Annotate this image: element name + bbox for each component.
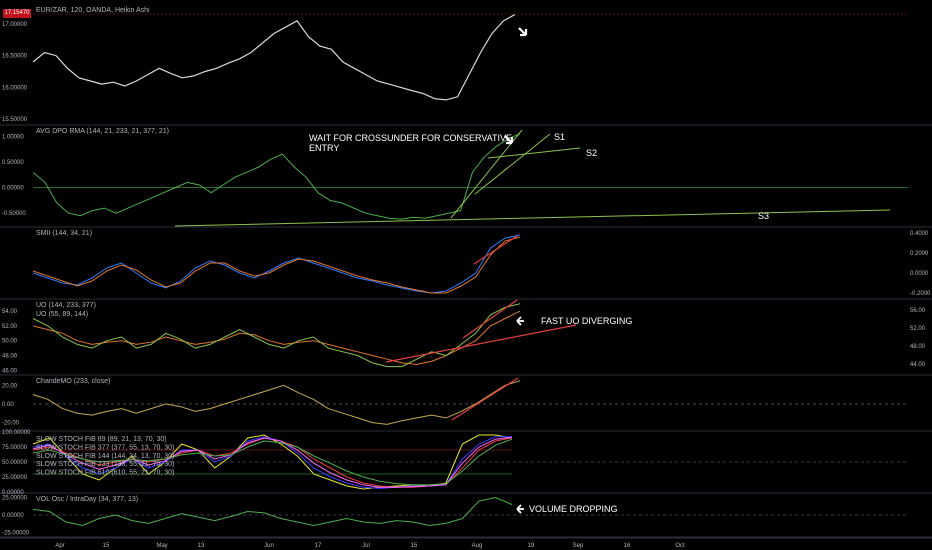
series-line-vol-0 [32,496,513,527]
arrow-down-right-icon [518,27,528,37]
y-tick-label: 25.00000 [2,496,28,502]
y-tick-label: 100.00000 [2,430,31,436]
y-tick-label-right: 44.00 [910,362,926,368]
x-tick-label: Jun [264,543,274,549]
trendline-s3 [174,209,891,227]
y-tick-label: 0.00000 [2,490,24,496]
x-tick-label: 15 [411,543,418,549]
x-tick-label: 17 [315,543,322,549]
series-line-price-0 [32,13,516,101]
y-tick-label: 0.0000 [910,271,929,277]
pane-title: ChandeMO (233, close) [36,378,110,385]
legend-entry: SLOW STOCH FIB 233 (233, 55, 21, 70, 30) [36,461,174,468]
y-tick-label: 50.00000 [2,460,28,466]
y-tick-label: 75.00000 [2,445,28,451]
x-tick-label: Apr [55,543,64,549]
x-tick-label: Aug [472,543,483,549]
trendline-smi [473,235,518,265]
series-line-cmo-0 [32,380,521,425]
y-tick-label: 0.2000 [910,251,929,257]
series-line-dpo-0 [32,133,521,220]
pane-title: EUR/ZAR, 120, OANDA, Heikin Ashi [36,7,150,14]
x-tick-label: May [156,543,167,549]
y-tick-label: 17.00000 [2,22,28,28]
x-tick-label: Oct [675,543,685,549]
y-tick-label: 16.00000 [2,85,28,91]
series-line-smi-1 [32,236,521,294]
trendline-cmo [451,377,519,421]
annotation-s2: S2 [586,148,597,158]
y-tick-label: -25.00000 [2,531,30,537]
x-tick-label: Sep [573,543,584,549]
legend-entry: SLOW STOCH FIB 144 (144, 34, 13, 70, 30) [36,453,174,460]
y-tick-label-right: 56.00 [910,308,926,314]
y-tick-label: 0.4000 [910,231,929,237]
trendline-uo-slow [385,324,577,363]
series-line-smi-0 [32,234,521,294]
y-tick-label: 0.50000 [2,160,24,166]
pane-title: AVG DPO RMA (144, 21, 233, 21, 377, 21) [36,128,169,135]
y-tick-label: 0.00000 [2,186,24,192]
trendline-uo-fast [462,299,518,339]
x-tick-label: 16 [624,543,631,549]
series-line-uo-0 [32,310,521,365]
legend-entry: SLOW STOCH FIB 377 (377, 55, 13, 70, 30) [36,444,174,451]
series-line-uo-1 [32,303,521,368]
annotation-crossunder-line2: ENTRY [309,143,339,153]
x-tick-label: 19 [528,543,535,549]
pane-title: UO (144, 233, 377) [36,302,96,309]
y-tick-label: 50.00 [2,339,18,345]
x-tick-label: 15 [103,543,110,549]
pane-title: VOL Osc / IntraDay (34, 377, 13) [36,496,138,503]
x-tick-label: Jul [362,543,370,549]
y-tick-label: 52.00 [2,324,18,330]
arrow-left-icon [516,316,524,326]
y-tick-label: -20.00 [2,421,20,427]
arrow-left-icon [516,504,524,514]
y-tick-label: 54.00 [2,309,18,315]
annotation-fast-uo: FAST UO DIVERGING [541,316,632,326]
y-tick-label: -0.2000 [910,291,931,297]
y-tick-label: 1.00000 [2,134,24,140]
pane-title-secondary: UO (55, 89, 144) [36,311,88,318]
series-line-stoch-3 [32,436,513,488]
pane-title: SMII (144, 34, 21) [36,230,92,237]
y-tick-label: -0.50000 [2,211,26,217]
annotation-crossunder: WAIT FOR CROSSUNDER FOR CONSERVATIVE [309,133,512,143]
y-tick-label: 15.50000 [2,117,28,123]
legend-entry: SLOW STOCH FIB 610 (610, 55, 21, 70, 30) [36,470,174,477]
series-line-stoch-4 [32,438,513,486]
trendline-s1b [474,133,551,195]
y-tick-label: 0.00 [2,402,14,408]
y-tick-label-right: 52.00 [910,326,926,332]
legend-entry: SLOW STOCH FIB 89 (89, 21, 13, 70, 30) [36,436,167,443]
y-tick-label: 48.00 [2,354,18,360]
last-price-tag: 17.15470 [3,9,31,18]
x-tick-label: 13 [198,543,205,549]
trendline-s1 [450,129,523,219]
y-tick-label: 46.00 [2,368,18,374]
annotation-volume: VOLUME DROPPING [529,504,618,514]
arrow-down-right-icon [504,135,514,145]
y-tick-label: 20.00 [2,383,18,389]
y-tick-label-right: 48.00 [910,344,926,350]
y-tick-label: 25.00000 [2,475,28,481]
trendline-s2 [487,147,581,159]
annotation-s1: S1 [554,132,565,142]
annotation-s3: S3 [758,211,769,221]
y-tick-label: 16.50000 [2,54,28,60]
y-tick-label: 0.00000 [2,513,24,519]
